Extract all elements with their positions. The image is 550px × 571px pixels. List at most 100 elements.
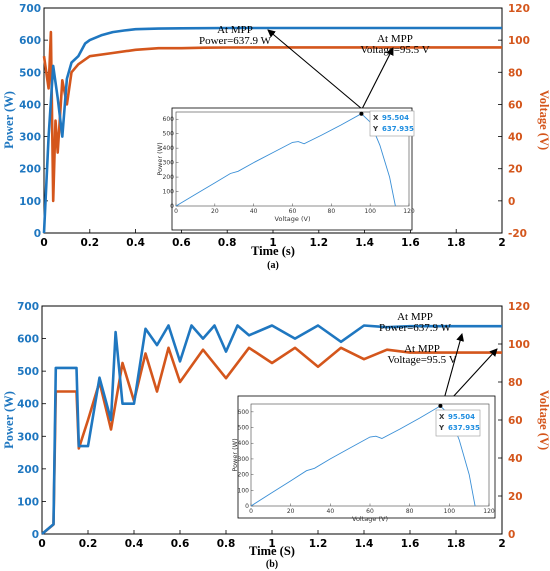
y-right-tick-label: -20 (508, 228, 527, 240)
datatip-box (435, 409, 481, 437)
y-left-tick-label: 0 (34, 228, 41, 240)
chart-panel: 0 0.2 0.4 0.6 0.8 1 1.2 1.4 1.6 1.8 20100200300400… (2, 3, 550, 271)
y-right-tick-label: 100 (508, 35, 530, 47)
chart-panel: 0 0.2 0.4 0.6 0.8 1 1.2 1.4 1.6 1.8 20100200300400… (2, 301, 550, 570)
annotation-arrow (267, 29, 363, 110)
inset-y-axis-label: Power (W) (231, 438, 239, 471)
inset-y-tick-label: 100 (238, 487, 250, 494)
x-tick-label: 1.2 (309, 237, 328, 249)
x-tick-label: 0 (40, 237, 47, 249)
inset-y-tick-label: 500 (163, 131, 175, 138)
x-tick-label: 0 (38, 538, 45, 550)
y-right-tick-label: 100 (508, 339, 530, 351)
y-right-tick-label: 0 (508, 529, 515, 541)
x-tick-label: 1.6 (401, 237, 420, 249)
datatip-y-value: 637.935 (448, 424, 480, 432)
y-right-tick-label: 80 (508, 67, 523, 79)
voltage-series-line (42, 30, 502, 203)
y-right-tick-label: 40 (508, 132, 523, 144)
y-right-tick-label: 40 (508, 453, 523, 465)
inset-y-tick-label: 600 (163, 116, 175, 123)
datatip-x-label: X (439, 413, 445, 421)
inset-y-tick-label: 500 (238, 425, 250, 432)
x-tick-label: 0.8 (218, 237, 237, 249)
datatip-box (369, 110, 415, 137)
datatip-x-label: X (373, 114, 379, 122)
x-tick-label: 1.4 (355, 237, 374, 249)
x-axis-label: Time (s) (251, 244, 295, 258)
annotation-label: At MPP (377, 33, 413, 45)
annotation-label: At MPP (217, 24, 253, 36)
inset-x-tick-label: 100 (364, 208, 376, 215)
y-right-tick-label: 60 (508, 415, 523, 427)
annotation-label: At MPP (397, 311, 433, 323)
x-tick-label: 0.8 (217, 538, 236, 550)
inset-x-tick-label: 20 (211, 208, 219, 215)
mpp-marker (438, 403, 443, 408)
x-axis-label: Time (S) (249, 544, 295, 558)
annotation-value: Power=637.9 W (199, 35, 272, 47)
inset-x-tick-label: 20 (287, 508, 295, 515)
inset-y-tick-label: 300 (163, 160, 175, 167)
x-tick-label: 1.4 (355, 538, 374, 550)
x-tick-label: 1.6 (401, 538, 420, 550)
y-left-tick-label: 700 (19, 3, 41, 15)
y-left-tick-label: 700 (17, 301, 39, 313)
inset-y-tick-label: 100 (163, 189, 175, 196)
mpp-marker (359, 111, 364, 116)
inset-x-tick-label: 40 (250, 208, 258, 215)
y-right-axis-label: Voltage (V) (537, 390, 550, 450)
annotation-arrow (361, 47, 394, 110)
y-left-axis-label: Power (W) (2, 91, 16, 149)
x-tick-label: 1 (269, 237, 276, 249)
y-left-tick-label: 300 (17, 431, 39, 443)
y-left-tick-label: 100 (19, 196, 41, 208)
x-tick-label: 0.2 (79, 538, 98, 550)
y-left-tick-label: 500 (19, 67, 41, 79)
y-right-tick-label: 20 (508, 491, 523, 503)
y-left-tick-label: 600 (17, 334, 39, 346)
datatip-y-label: Y (372, 125, 379, 133)
inset-x-tick-label: 80 (328, 208, 336, 215)
y-left-tick-label: 200 (17, 464, 39, 476)
y-left-tick-label: 500 (17, 366, 39, 378)
datatip-y-value: 637.935 (382, 125, 414, 133)
inset-y-tick-label: 300 (238, 456, 250, 463)
y-right-tick-label: 20 (508, 164, 523, 176)
x-tick-label: 1.2 (309, 538, 328, 550)
inset-y-tick-label: 200 (238, 472, 250, 479)
x-tick-label: 0.6 (171, 538, 190, 550)
y-left-tick-label: 200 (19, 164, 41, 176)
annotation-value: Power=637.9 W (379, 322, 452, 334)
y-left-tick-label: 400 (19, 99, 41, 111)
y-left-tick-label: 300 (19, 132, 41, 144)
inset-y-tick-label: 600 (238, 409, 250, 416)
power-series-line (42, 26, 502, 234)
y-left-tick-label: 100 (17, 496, 39, 508)
y-left-axis-label: Power (W) (2, 391, 16, 449)
y-right-axis-label: Voltage (V) (537, 90, 550, 150)
x-tick-label: 1.8 (447, 237, 466, 249)
y-right-tick-label: 120 (508, 301, 530, 313)
x-tick-label: 0.4 (126, 237, 145, 249)
y-right-tick-label: 0 (508, 196, 515, 208)
inset-x-tick-label: 120 (403, 208, 415, 215)
y-left-tick-label: 400 (17, 399, 39, 411)
inset-y-axis-label: Power (W) (156, 142, 164, 175)
inset-x-tick-label: 0 (174, 208, 178, 215)
y-left-tick-label: 0 (32, 529, 39, 541)
y-right-tick-label: 60 (508, 99, 523, 111)
datatip-x-value: 95.504 (448, 413, 475, 421)
inset-x-axis-label: Voltage (V) (352, 515, 388, 523)
inset-x-axis-label: Voltage (V) (275, 215, 311, 223)
x-tick-label: 0.2 (80, 237, 99, 249)
power-series-line (41, 324, 502, 535)
inset-y-tick-label: 400 (238, 440, 250, 447)
x-tick-label: 0.4 (125, 538, 144, 550)
x-tick-label: 1 (268, 538, 275, 550)
inset-y-tick-label: 400 (163, 145, 175, 152)
y-right-tick-label: 120 (508, 3, 530, 15)
x-tick-label: 1.8 (447, 538, 466, 550)
inset-x-tick-label: 80 (406, 508, 414, 515)
x-tick-label: 2 (498, 538, 505, 550)
